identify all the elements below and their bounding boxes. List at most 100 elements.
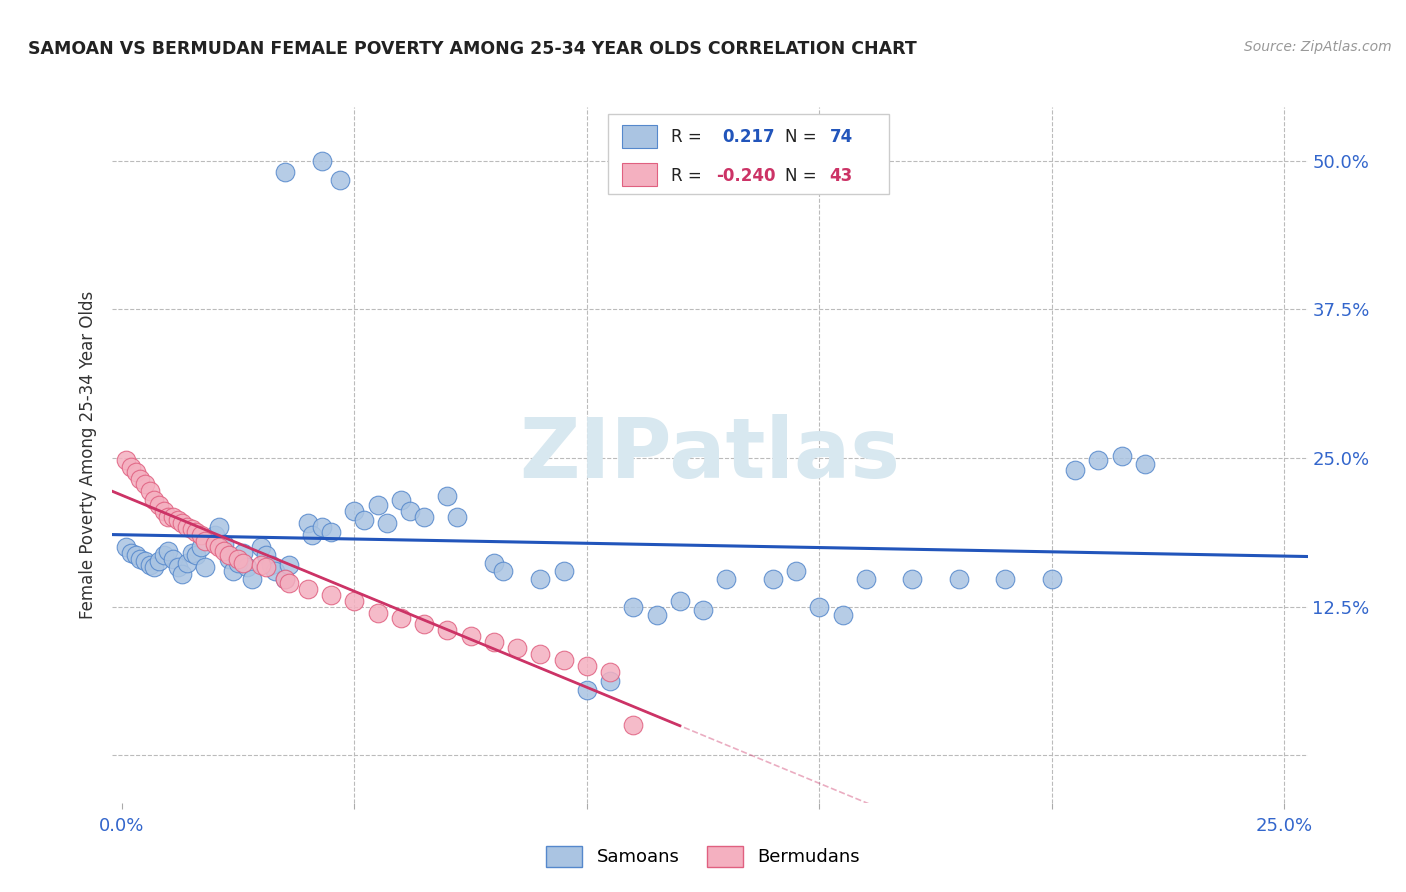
Point [212, 536, 235, 550]
Point [278, 575, 301, 590]
Point [353, 513, 375, 527]
Point [901, 572, 924, 586]
Point [162, 510, 184, 524]
Point [301, 528, 323, 542]
Point [134, 554, 156, 568]
Text: R =: R = [671, 128, 702, 146]
Point [831, 607, 853, 622]
Point [143, 492, 166, 507]
Point [152, 504, 174, 518]
Point [194, 534, 217, 549]
Point [1111, 449, 1133, 463]
Point [399, 504, 422, 518]
Point [152, 549, 174, 563]
Point [482, 556, 505, 570]
Point [157, 510, 180, 524]
Point [1133, 457, 1156, 471]
Point [529, 572, 551, 586]
Point [575, 659, 598, 673]
Point [186, 549, 208, 563]
Text: 43: 43 [830, 167, 853, 185]
Point [311, 520, 333, 534]
Point [855, 572, 877, 586]
Point [180, 522, 202, 536]
Point [157, 543, 180, 558]
Point [389, 492, 412, 507]
Point [115, 540, 138, 554]
Point [273, 165, 295, 179]
Point [176, 520, 198, 534]
Point [1040, 572, 1063, 586]
Point [311, 153, 333, 168]
FancyBboxPatch shape [621, 125, 658, 148]
Point [226, 552, 249, 566]
Point [254, 549, 277, 563]
Point [273, 572, 295, 586]
Point [176, 556, 198, 570]
Point [436, 624, 458, 638]
Point [218, 552, 240, 566]
Point [367, 499, 389, 513]
Point [264, 564, 287, 578]
Text: N =: N = [786, 167, 817, 185]
Point [125, 549, 148, 563]
Point [204, 536, 226, 550]
Point [129, 552, 152, 566]
Point [506, 641, 529, 656]
Point [367, 606, 389, 620]
Point [785, 564, 807, 578]
Point [808, 599, 831, 614]
Point [492, 564, 515, 578]
Point [716, 572, 738, 586]
Point [669, 593, 692, 607]
Point [994, 572, 1017, 586]
Point [129, 472, 152, 486]
Point [413, 510, 436, 524]
Point [134, 477, 156, 491]
Point [204, 528, 226, 542]
Point [250, 540, 273, 554]
Point [460, 629, 482, 643]
Point [120, 460, 142, 475]
Text: 74: 74 [830, 128, 853, 146]
Point [343, 593, 366, 607]
Point [621, 718, 644, 732]
Point [599, 674, 621, 689]
Text: R =: R = [671, 167, 702, 185]
Point [278, 558, 301, 572]
Point [172, 567, 194, 582]
Point [948, 572, 970, 586]
Point [297, 516, 319, 531]
Text: -0.240: -0.240 [716, 167, 776, 185]
Point [599, 665, 621, 679]
Point [329, 172, 352, 186]
FancyBboxPatch shape [609, 114, 889, 194]
Point [226, 556, 249, 570]
Point [621, 599, 644, 614]
Point [389, 611, 412, 625]
Point [222, 564, 245, 578]
Point [194, 560, 217, 574]
Point [208, 520, 231, 534]
Point [172, 516, 194, 531]
Point [115, 453, 138, 467]
Point [319, 524, 342, 539]
Point [143, 560, 166, 574]
Point [254, 560, 277, 574]
Point [138, 558, 160, 572]
Point [553, 564, 575, 578]
Point [232, 556, 254, 570]
Point [166, 560, 188, 574]
Point [692, 603, 714, 617]
Point [553, 653, 575, 667]
Text: 0.217: 0.217 [723, 128, 775, 146]
Point [273, 572, 295, 586]
Point [240, 572, 263, 586]
Point [232, 546, 254, 560]
Point [190, 528, 212, 542]
Point [482, 635, 505, 649]
Point [575, 682, 598, 697]
Point [529, 647, 551, 661]
Text: N =: N = [786, 128, 817, 146]
Point [218, 549, 240, 563]
